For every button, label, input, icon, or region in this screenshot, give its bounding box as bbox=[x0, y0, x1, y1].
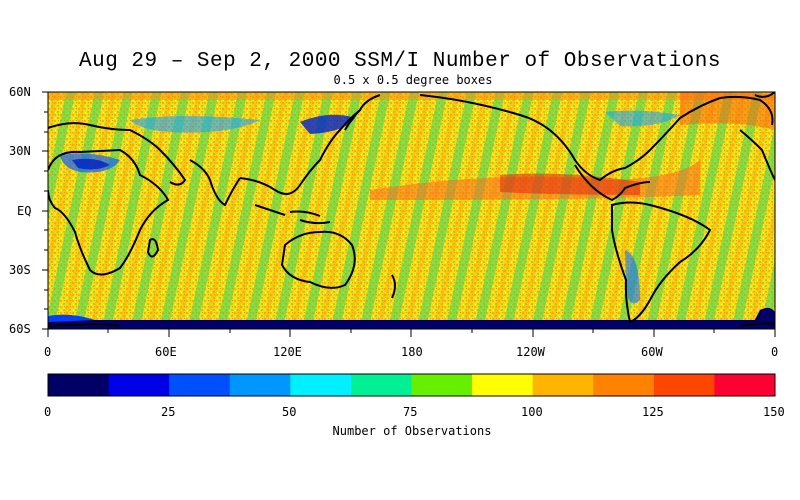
colorbar-title: Number of Observations bbox=[332, 424, 492, 438]
lon-label-0: 0 bbox=[44, 345, 52, 359]
colorbar-segment bbox=[290, 374, 352, 396]
lon-label-180: 180 bbox=[401, 345, 423, 359]
colorbar-segment bbox=[593, 374, 655, 396]
chart-title: Aug 29 – Sep 2, 2000 SSM/I Number of Obs… bbox=[78, 50, 721, 73]
colorbar-segment bbox=[108, 374, 170, 396]
colorbar bbox=[48, 374, 776, 396]
colorbar-tick-50: 50 bbox=[282, 405, 297, 419]
lat-label-eq: EQ bbox=[17, 204, 32, 218]
colorbar-segment bbox=[532, 374, 594, 396]
colorbar-segment bbox=[714, 374, 776, 396]
colorbar-tick-100: 100 bbox=[521, 405, 543, 419]
colorbar-tick-25: 25 bbox=[161, 405, 176, 419]
chart-subtitle: 0.5 x 0.5 degree boxes bbox=[333, 73, 493, 87]
colorbar-segment bbox=[472, 374, 534, 396]
colorbar-segment bbox=[48, 374, 110, 396]
lat-ticks bbox=[42, 91, 48, 330]
lat-label-60s: 60S bbox=[9, 322, 31, 336]
colorbar-segment bbox=[350, 374, 412, 396]
colorbar-segment bbox=[653, 374, 715, 396]
observation-field bbox=[48, 92, 775, 329]
coastlines bbox=[48, 92, 775, 327]
lon-label-120e: 120E bbox=[273, 345, 302, 359]
colorbar-segment bbox=[229, 374, 291, 396]
lon-label-120w: 120W bbox=[516, 345, 545, 359]
lon-label-0-right: 0 bbox=[771, 345, 779, 359]
colorbar-segment bbox=[411, 374, 473, 396]
lat-label-60n: 60N bbox=[9, 85, 31, 99]
lat-label-30n: 30N bbox=[9, 144, 31, 158]
colorbar-tick-75: 75 bbox=[403, 405, 418, 419]
lon-ticks bbox=[47, 329, 776, 337]
colorbar-tick-125: 125 bbox=[642, 405, 664, 419]
colorbar-tick-0: 0 bbox=[44, 405, 52, 419]
colorbar-segment bbox=[169, 374, 231, 396]
lon-label-60w: 60W bbox=[641, 345, 663, 359]
colorbar-tick-150: 150 bbox=[763, 405, 785, 419]
lon-label-60e: 60E bbox=[155, 345, 177, 359]
lat-label-30s: 30S bbox=[9, 263, 31, 277]
colorbar-frame bbox=[47, 373, 776, 397]
